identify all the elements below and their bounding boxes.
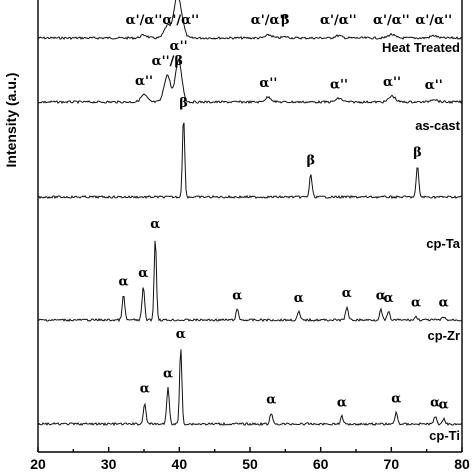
peak-label: α'' bbox=[170, 39, 188, 54]
peak-label: β bbox=[179, 96, 188, 111]
peak-label: α bbox=[430, 395, 440, 410]
x-tick-label: 50 bbox=[242, 456, 258, 472]
peak-label: α'/α'' bbox=[126, 13, 163, 28]
peak-labels: α'/α'' α'/α'' α'/α''β α'/α'' α'/α'' α'/α''α''… bbox=[118, 13, 452, 413]
peak-label: α bbox=[176, 327, 186, 342]
x-tick-label: 30 bbox=[101, 456, 117, 472]
peak-label: α bbox=[376, 288, 386, 303]
peak-label: α bbox=[118, 274, 128, 289]
trace-name-label: cp-Ta bbox=[426, 236, 460, 251]
peak-label: α'/α'' bbox=[251, 13, 288, 28]
peak-label: α bbox=[411, 296, 421, 311]
trace-line-cp-zr bbox=[37, 240, 463, 323]
x-tick-label: 40 bbox=[172, 456, 188, 472]
trace-names: Heat Treated as-cast cp-Ta cp-Zr cp-Ti bbox=[382, 40, 461, 443]
plot-axes bbox=[37, 0, 463, 453]
peak-label: α'/α'' bbox=[373, 13, 410, 28]
trace-name-label: cp-Ti bbox=[429, 428, 460, 443]
peak-label: α bbox=[439, 296, 449, 311]
peak-label: α bbox=[138, 266, 148, 281]
trace-name-label: as-cast bbox=[415, 118, 460, 133]
peak-label: α bbox=[150, 217, 160, 232]
peak-label: α bbox=[266, 392, 276, 407]
peak-label: α bbox=[391, 392, 401, 407]
peak-label: α bbox=[294, 291, 304, 306]
x-tick-label: 70 bbox=[384, 456, 400, 472]
trace-name-label: Heat Treated bbox=[382, 40, 460, 55]
peak-label: α bbox=[232, 288, 242, 303]
peak-label: α'' bbox=[259, 76, 277, 91]
peak-label: α'/α'' bbox=[162, 13, 199, 28]
peak-label: α bbox=[342, 286, 352, 301]
peak-label: α bbox=[337, 395, 347, 410]
trace-line-as-cast bbox=[37, 58, 463, 105]
trace-name-label: cp-Zr bbox=[428, 328, 461, 343]
peak-label: β bbox=[413, 146, 422, 161]
trace-line-cp-ti bbox=[37, 349, 463, 427]
peak-label: α'/α'' bbox=[415, 13, 452, 28]
x-tick-label: 60 bbox=[313, 456, 329, 472]
trace-line-heat-treated bbox=[37, 0, 463, 41]
x-tick-label: 80 bbox=[454, 456, 470, 472]
x-axis-ticks: 20 30 40 50 60 70 80 bbox=[30, 447, 470, 472]
peak-label: α'' bbox=[425, 78, 443, 93]
peak-label: α bbox=[140, 382, 150, 397]
peak-label: α'/α'' bbox=[320, 13, 357, 28]
peak-label: α bbox=[163, 367, 173, 382]
trace-line-cp-ta bbox=[37, 122, 463, 200]
diffraction-traces bbox=[37, 0, 463, 427]
peak-label: β bbox=[281, 13, 290, 28]
peak-label: α'' bbox=[383, 75, 401, 90]
x-tick-label: 20 bbox=[30, 456, 46, 472]
peak-label: α'' bbox=[330, 77, 348, 92]
peak-label: α bbox=[439, 398, 449, 413]
peak-label: α'' bbox=[135, 74, 153, 89]
peak-label: α bbox=[383, 291, 393, 306]
peak-label: α''/β bbox=[152, 54, 183, 69]
y-axis-label: Intensity (a.u.) bbox=[3, 73, 19, 168]
peak-label: β bbox=[306, 154, 315, 169]
